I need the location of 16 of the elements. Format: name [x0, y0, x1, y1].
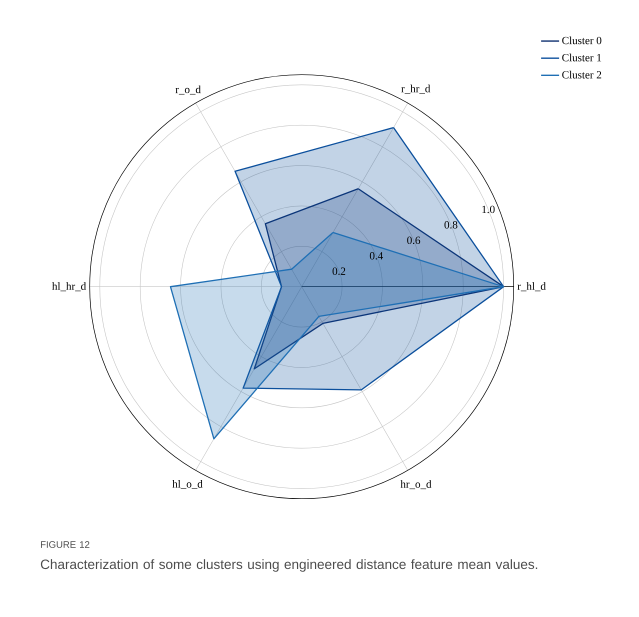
spoke-label: hr_o_d [400, 480, 432, 490]
spoke-label: hl_o_d [172, 480, 203, 489]
spoke-label: r_hl_d [517, 282, 546, 292]
spoke-label: hl_hr_d [52, 282, 86, 292]
spoke-label: r_hr_d [401, 84, 430, 94]
y-tick-label: 0.6 [407, 236, 420, 244]
y-tick-label: 0.8 [444, 221, 458, 229]
caption: FIGURE 12 [40, 541, 90, 548]
spoke-label: r_o_d [176, 85, 201, 94]
y-tick-label: 0.2 [332, 268, 346, 275]
y-tick-label: 0.4 [370, 252, 384, 260]
legend-label: Cluster 0 [562, 36, 602, 44]
text: Characterization of some clusters using engineered distance feature mean values. [40, 559, 538, 572]
legend-label: Cluster 2 [562, 70, 602, 78]
y-tick-label: 1.0 [482, 206, 495, 214]
legend-label: Cluster 1 [562, 54, 602, 62]
